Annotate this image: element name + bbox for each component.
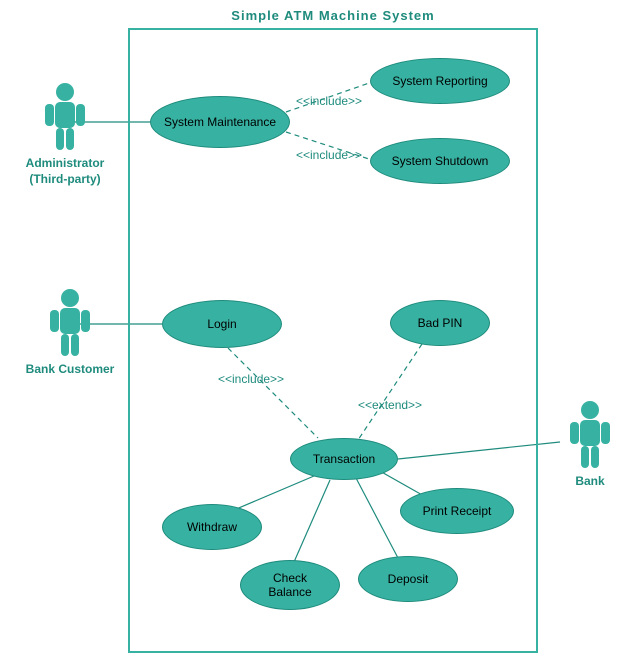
usecase-deposit: Deposit xyxy=(358,556,458,602)
edge-label-3: <<include>> xyxy=(296,94,362,108)
actor-admin: Administrator(Third-party) xyxy=(20,82,110,187)
usecase-transaction: Transaction xyxy=(290,438,398,480)
actor-customer-label: Bank Customer xyxy=(20,362,120,378)
actor-customer: Bank Customer xyxy=(20,288,120,378)
usecase-login: Login xyxy=(162,300,282,348)
usecase-maintenance: System Maintenance xyxy=(150,96,290,148)
actor-bank-label: Bank xyxy=(560,474,620,490)
actor-admin-label: Administrator(Third-party) xyxy=(20,156,110,187)
usecase-reporting: System Reporting xyxy=(370,58,510,104)
diagram-canvas: Simple ATM Machine System Administrator(… xyxy=(0,0,633,656)
usecase-badpin: Bad PIN xyxy=(390,300,490,346)
usecase-shutdown: System Shutdown xyxy=(370,138,510,184)
usecase-checkbal: CheckBalance xyxy=(240,560,340,610)
usecase-withdraw: Withdraw xyxy=(162,504,262,550)
edge-label-5: <<include>> xyxy=(218,372,284,386)
system-title: Simple ATM Machine System xyxy=(128,8,538,23)
usecase-receipt: Print Receipt xyxy=(400,488,514,534)
actor-bank: Bank xyxy=(560,400,620,490)
edge-label-4: <<include>> xyxy=(296,148,362,162)
edge-label-6: <<extend>> xyxy=(358,398,422,412)
